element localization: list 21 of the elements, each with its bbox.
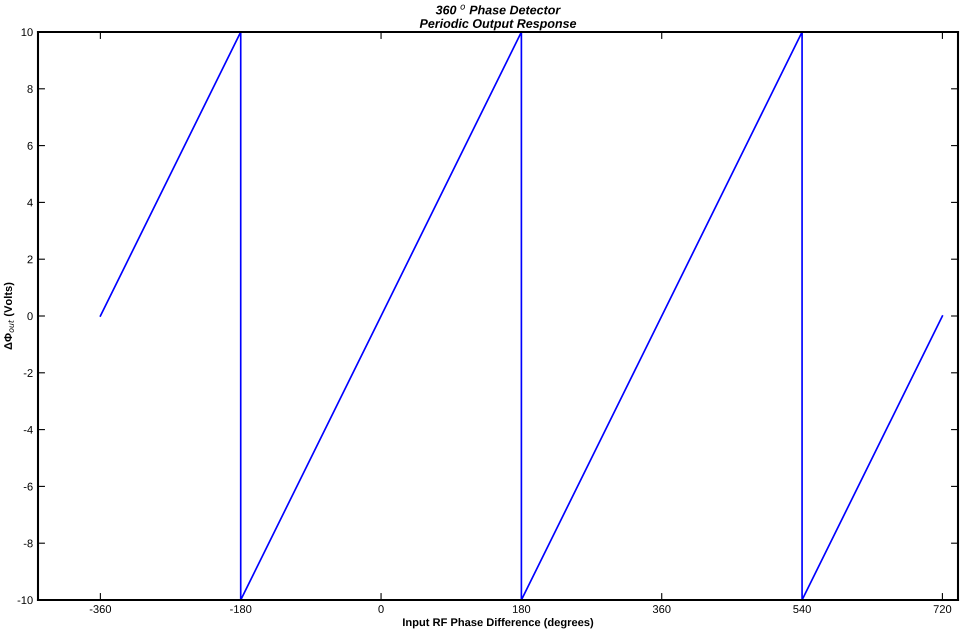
x-tick-label: 180 — [512, 605, 530, 614]
x-tick-label: -180 — [230, 605, 252, 614]
y-tick-label: -8 — [24, 539, 33, 548]
y-tick-label: 10 — [22, 28, 33, 36]
x-tick-label: 540 — [793, 605, 811, 614]
y-tick-label: 4 — [27, 198, 33, 206]
y-axis-title: ΔΦ$_{out}$ (Volts) — [4, 282, 14, 350]
y-tick-label: -10 — [18, 596, 33, 604]
y-tick-label: 2 — [28, 255, 33, 264]
y-tick-label: 8 — [27, 85, 33, 93]
y-tick-label: 0 — [27, 312, 33, 320]
y-tick-label: -2 — [24, 369, 33, 377]
y-tick-label: -4 — [24, 426, 33, 434]
x-tick-label: 360 — [652, 605, 671, 614]
x-axis-title: Input RF Phase Difference (degrees) — [403, 618, 594, 628]
x-tick-label: 0 — [378, 605, 384, 614]
y-tick-label: 6 — [28, 142, 33, 150]
x-tick-label: 720 — [934, 605, 952, 614]
x-tick-label: -360 — [90, 605, 112, 614]
y-tick-label: -6 — [24, 482, 33, 491]
chart-title: 360 $^{o}$ Phase Detector Periodic Output Response — [420, 4, 576, 30]
